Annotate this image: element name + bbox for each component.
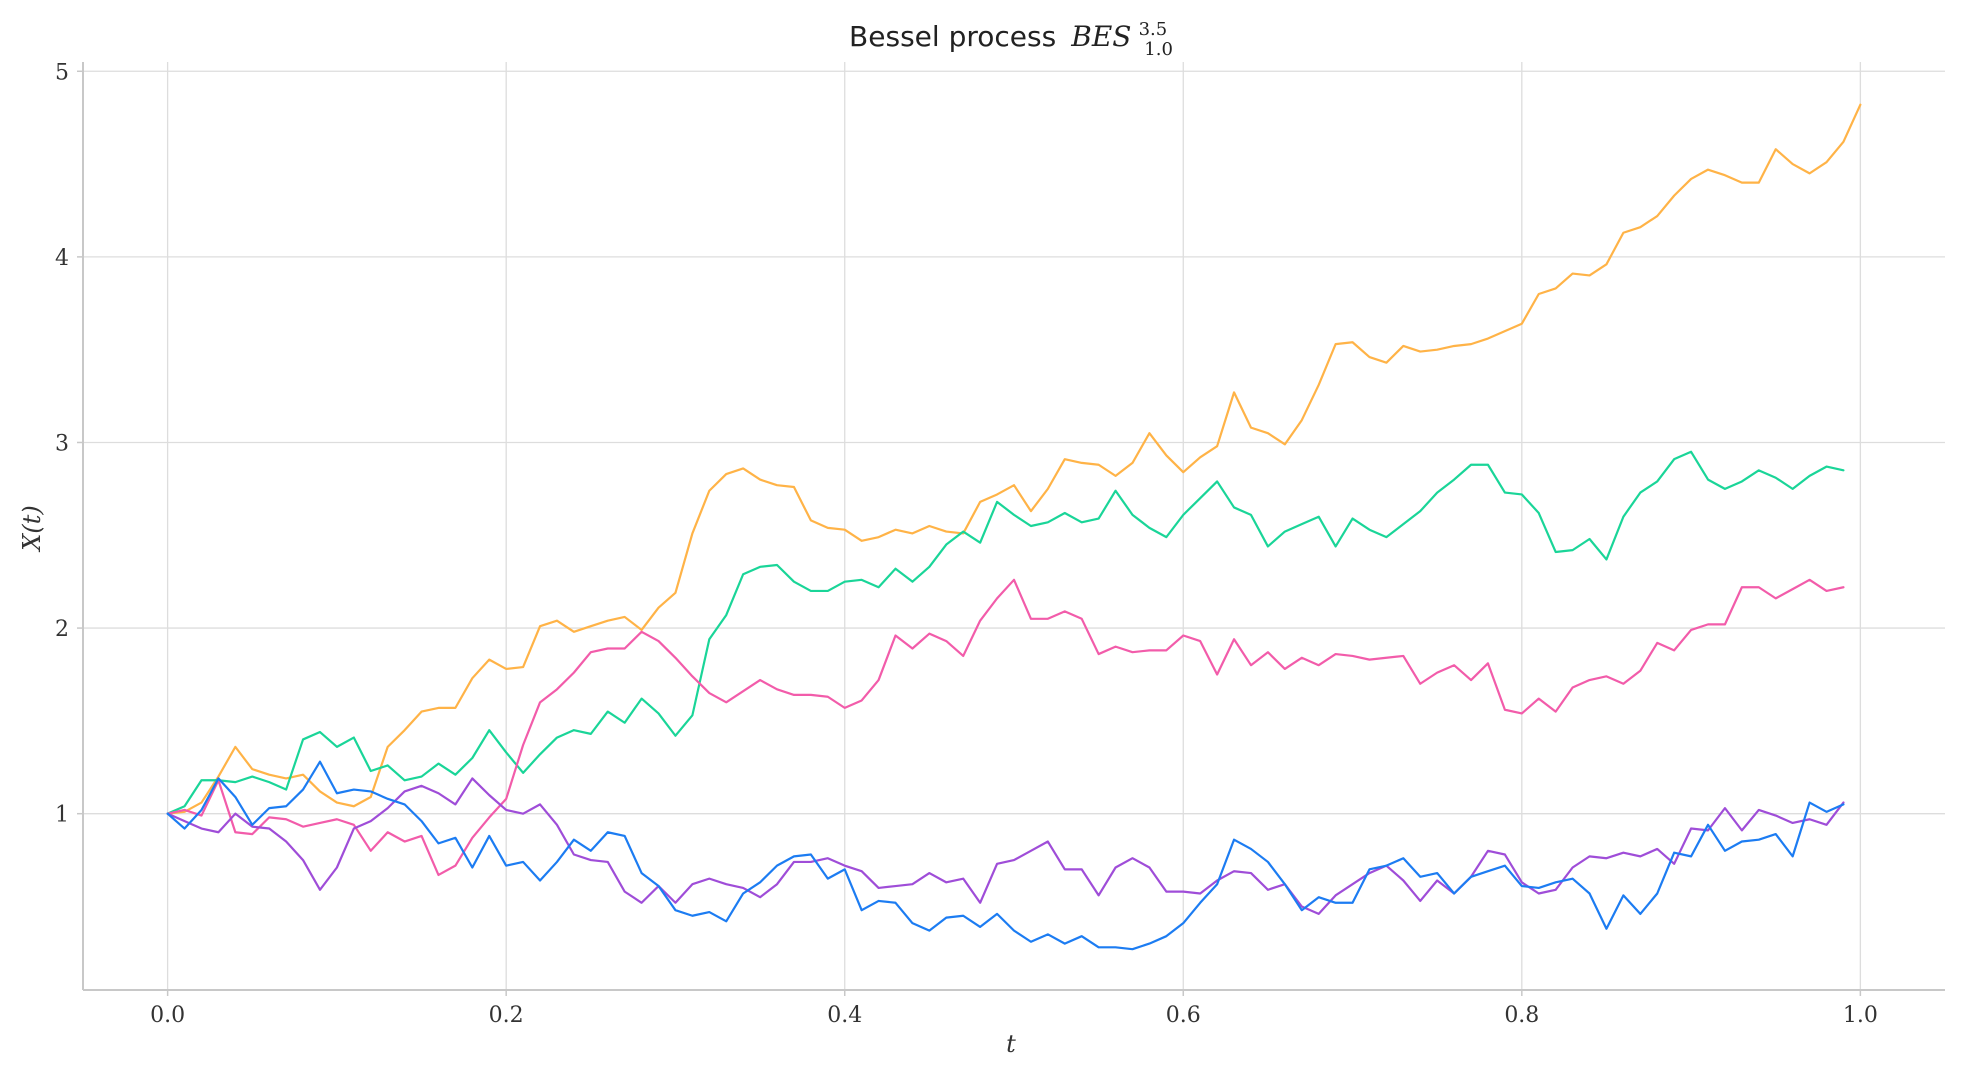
chart-title-math: BES <box>1070 20 1131 53</box>
chart-title-text: Bessel process <box>849 20 1056 53</box>
series-line-3 <box>166 578 1845 877</box>
series-line-5 <box>166 760 1845 951</box>
chart-title-subscript: 1.0 <box>1144 39 1173 60</box>
axes <box>82 62 1945 991</box>
series-line-4 <box>166 777 1845 916</box>
y-tick-label-2: 3 <box>55 431 69 456</box>
series-line-2 <box>166 450 1845 815</box>
x-tick-label-4: 0.8 <box>1504 1003 1539 1028</box>
x-tick-label-0: 0.0 <box>150 1003 185 1028</box>
x-tick-label-5: 1.0 <box>1843 1003 1878 1028</box>
y-tick-label-4: 5 <box>55 60 69 85</box>
y-tick-label-3: 4 <box>55 246 69 271</box>
series-line-1 <box>166 103 1862 815</box>
x-axis-label: t <box>1006 1030 1016 1058</box>
chart-title: Bessel process BES 3.5 1.0 <box>849 19 1173 60</box>
y-tick-label-0: 1 <box>55 803 69 828</box>
tick-labels: 0.0 0.2 0.4 0.6 0.8 1.0 1 2 3 4 5 <box>55 60 1878 1028</box>
y-tick-label-1: 2 <box>55 617 69 642</box>
series-lines <box>166 103 1862 951</box>
grid <box>83 62 1945 990</box>
chart-title-superscript: 3.5 <box>1139 19 1168 40</box>
y-axis-label: X(t) <box>18 505 46 552</box>
x-tick-label-2: 0.4 <box>827 1003 862 1028</box>
x-tick-label-3: 0.6 <box>1166 1003 1201 1028</box>
x-tick-label-1: 0.2 <box>489 1003 524 1028</box>
